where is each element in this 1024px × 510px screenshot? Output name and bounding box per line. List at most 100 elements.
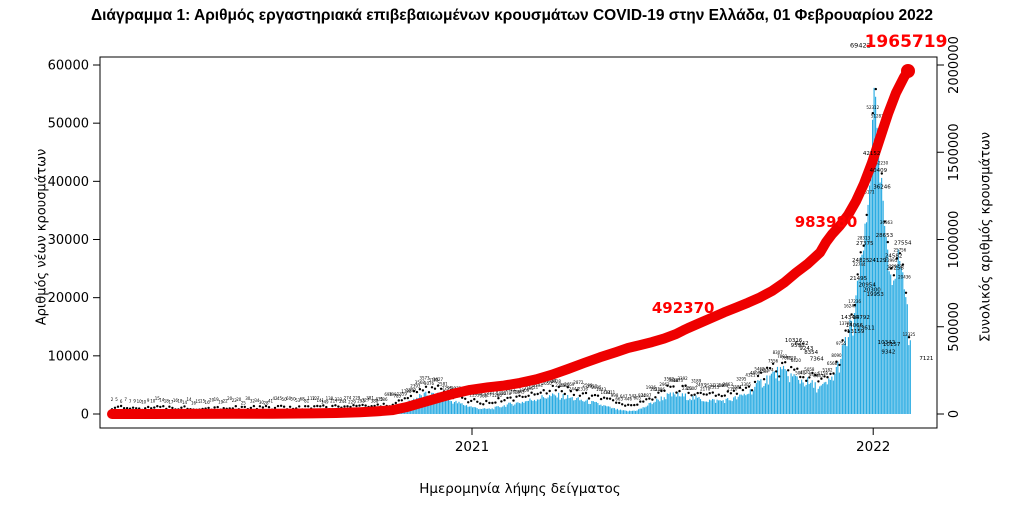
bar <box>903 289 905 414</box>
cumulative-line <box>107 66 913 419</box>
scatter-value-label: 229 <box>348 400 356 405</box>
bar <box>627 411 629 414</box>
scatter-point <box>862 244 865 247</box>
bar <box>897 249 899 414</box>
scatter-point <box>711 391 714 394</box>
bar <box>597 403 599 414</box>
bar <box>447 398 449 414</box>
scatter-value-label: 9 <box>147 398 150 403</box>
scatter-value-label: 51283 <box>871 114 884 119</box>
scatter-point <box>122 407 126 410</box>
bar <box>574 399 576 414</box>
scatter-point <box>424 385 428 388</box>
scatter-point <box>506 396 509 400</box>
scatter-point <box>331 404 334 408</box>
bar <box>650 402 652 414</box>
scatter-point <box>799 375 802 379</box>
bar <box>586 399 588 414</box>
scatter-value-label: 16 <box>173 398 179 403</box>
bar <box>663 397 665 414</box>
scatter-point <box>690 394 693 397</box>
scatter-point <box>898 252 902 255</box>
bar <box>459 403 462 414</box>
bar <box>838 372 840 414</box>
bar <box>802 382 804 414</box>
bar <box>684 393 686 414</box>
scatter-point <box>491 401 494 405</box>
scatter-point <box>361 403 364 407</box>
scatter-point <box>705 393 708 396</box>
bar <box>757 380 759 414</box>
scatter-point <box>581 392 585 395</box>
scatter-value-label: 5058 <box>804 367 815 372</box>
scatter-point <box>343 405 346 408</box>
bar <box>681 393 683 414</box>
bar <box>713 399 715 414</box>
point-label: 8354 <box>804 350 818 356</box>
scatter-point <box>150 407 153 410</box>
scatter-point <box>663 389 666 392</box>
bar <box>698 397 700 414</box>
bar <box>792 376 794 414</box>
scatter-value-label: 229 <box>353 396 361 401</box>
scatter-point <box>482 403 485 406</box>
scatter-value-label: 112 <box>307 396 315 401</box>
scatter-value-label: 8090 <box>831 353 842 358</box>
bar <box>502 406 504 414</box>
bar <box>905 297 907 414</box>
bar <box>761 387 763 414</box>
bar <box>669 392 671 414</box>
scatter-value-label: 22 <box>223 398 229 403</box>
bar <box>678 396 680 414</box>
milestone-annotation: 983980 <box>795 213 858 231</box>
bar <box>636 410 638 414</box>
bar <box>482 408 484 414</box>
scatter-point <box>125 407 129 410</box>
scatter-value-label: 9755 <box>836 341 847 346</box>
scatter-point <box>790 365 793 369</box>
scatter-point <box>334 404 337 407</box>
scatter-value-label: 233 <box>335 397 343 402</box>
scatter-point <box>768 367 772 370</box>
scatter-point <box>630 404 633 407</box>
scatter-value-label: 327 <box>362 397 370 402</box>
scatter-value-label: 17 <box>168 399 174 404</box>
scatter-point <box>144 407 147 410</box>
scatter-point <box>135 407 138 410</box>
bar <box>671 396 673 414</box>
scatter-point <box>352 404 355 407</box>
scatter-point <box>406 396 409 400</box>
scatter-value-label: 35171 <box>862 189 875 194</box>
bar <box>702 401 705 414</box>
bar <box>545 398 548 414</box>
scatter-point <box>147 405 150 409</box>
bar <box>716 399 718 414</box>
scatter-point <box>488 401 491 405</box>
scatter-value-label: 1311 <box>605 390 616 395</box>
scatter-point <box>660 389 663 393</box>
bar <box>822 383 824 414</box>
point-label: 23258 <box>886 266 904 272</box>
bar <box>708 399 711 414</box>
bar <box>696 397 699 414</box>
bar <box>683 396 685 414</box>
bar <box>659 401 661 414</box>
scatter-value-label: 4321 <box>745 372 756 377</box>
bar <box>763 386 765 414</box>
scatter-value-label: 16 <box>191 401 197 406</box>
scatter-point <box>744 386 748 389</box>
scatter-point <box>775 370 778 373</box>
bar <box>755 383 757 414</box>
scatter-point <box>820 377 823 380</box>
bar <box>693 399 696 414</box>
scatter-point <box>817 380 820 383</box>
scatter-value-label: 543 <box>629 393 637 398</box>
scatter-point <box>793 368 796 371</box>
scatter-point <box>753 380 757 384</box>
bar <box>773 371 776 414</box>
scatter-value-label: 2531 <box>705 383 716 388</box>
milestone-annotation: 492370 <box>652 299 715 317</box>
scatter-point <box>243 405 246 409</box>
